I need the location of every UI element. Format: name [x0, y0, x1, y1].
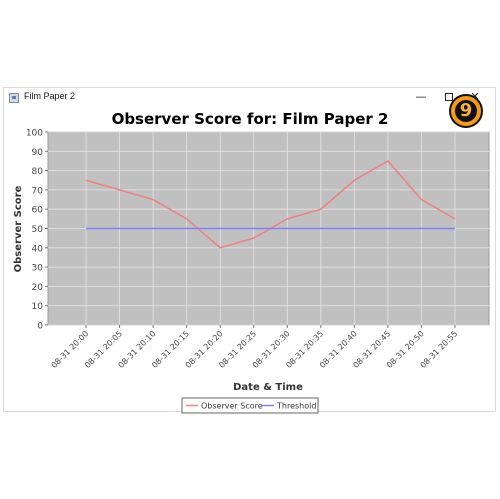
series-lines [85, 159, 456, 249]
minimize-button[interactable]: — [415, 90, 427, 103]
y-tick-label: 60 [32, 206, 44, 216]
step-number-badge: 9 [449, 94, 483, 128]
legend-entry: Threshold [276, 402, 316, 411]
y-tick-label: 80 [32, 167, 44, 177]
legend-box [181, 397, 319, 414]
y-tick-label: 30 [32, 264, 44, 274]
y-tick-label: 20 [32, 283, 44, 293]
maximize-icon [445, 93, 453, 101]
y-axis-label: Observer Score [13, 185, 24, 272]
maximize-button[interactable] [441, 89, 457, 106]
y-tick-label: 70 [32, 186, 44, 196]
chart-title: Observer Score for: Film Paper 2 [112, 110, 389, 128]
legend: Observer Score Threshold [181, 397, 319, 414]
y-tick-label: 40 [32, 244, 44, 254]
y-axis-ticks: 0 10 20 30 40 50 60 70 80 90 100 [26, 129, 48, 332]
window-title: Film Paper 2 [24, 91, 76, 101]
x-axis-label: Date & Time [233, 382, 303, 393]
y-tick-label: 10 [32, 302, 44, 312]
y-tick-label: 90 [32, 148, 44, 158]
legend-entry: Observer Score [201, 402, 263, 411]
badge-number: 9 [455, 100, 477, 122]
y-tick-label: 0 [37, 322, 43, 332]
y-tick-label: 100 [26, 129, 43, 139]
y-tick-label: 50 [32, 225, 44, 235]
app-icon [9, 93, 19, 103]
